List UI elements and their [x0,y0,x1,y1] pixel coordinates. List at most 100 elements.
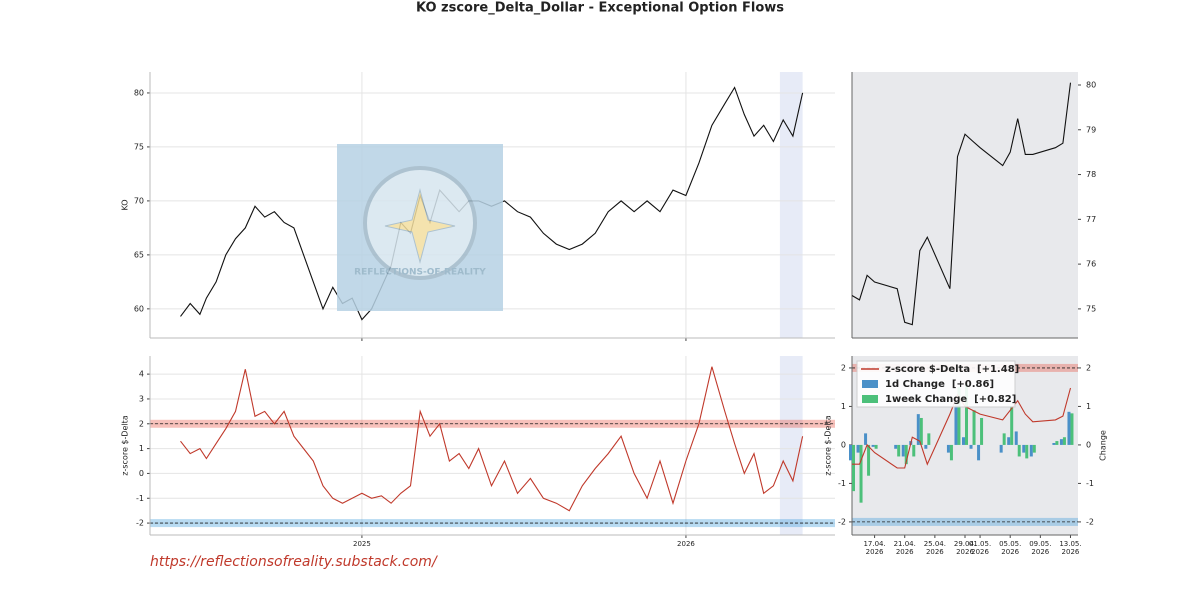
highlight-span [779,72,803,338]
x-tick-label-line: 2026 [1062,548,1080,556]
bar [999,444,1003,453]
bar [977,444,981,461]
plot-background [852,72,1078,338]
x-tick-label-line: 2026 [1001,548,1019,556]
y-tick-label: 1 [841,402,846,411]
legend-swatch [862,395,878,403]
y-tick-label: 77 [1086,215,1096,224]
data-line [180,366,804,512]
bar [1010,406,1014,445]
x-tick-label-line: 2026 [896,548,914,556]
x-tick-label-line: 01.05. [969,540,991,548]
bar [927,433,931,445]
y-tick-label: -1 [838,479,846,488]
y-tick-label: 78 [1086,170,1096,179]
y-tick-label: 4 [139,370,144,379]
bar [1059,439,1063,445]
y-tick-label: 65 [134,250,144,259]
x-tick-label-line: 05.05. [999,540,1021,548]
bar [954,402,958,445]
y-tick-label: 76 [1086,260,1096,269]
bar [1032,444,1036,453]
y-axis-label: KO [121,199,130,210]
y2-tick-label: 0 [1086,440,1091,449]
x-tick-label: 21.04. 2026 [894,540,916,556]
y-tick-label: -2 [136,519,144,528]
bar [972,410,976,445]
bar [1002,433,1006,445]
x-tick-label-line: 09.05. [1029,540,1051,548]
bar [1025,444,1029,459]
x-tick-label-line: 21.04. [894,540,916,548]
bar [1070,413,1074,445]
bar [969,444,973,449]
bar [852,444,855,492]
y-tick-label: 75 [134,142,144,151]
bar [859,444,863,503]
watermark-text: REFLECTIONS-OF-REALITY [354,268,486,278]
bar [962,437,965,445]
x-tick-label: 25.04. 2026 [924,540,946,556]
x-tick-label: 13.05. 2026 [1059,540,1081,556]
legend-label: 1d Change [+0.86] [885,379,994,390]
y-tick-label: 60 [134,304,144,313]
bar [957,387,961,445]
y2-axis-label: Change [1099,430,1108,461]
bar [946,444,950,453]
x-tick-label: 29.04. 2026 [954,540,976,556]
x-tick-label-line: 13.05. [1059,540,1081,548]
bar [1062,437,1066,445]
bar [1007,437,1011,445]
y-tick-label: -2 [838,517,846,526]
x-tick-label-line: 2026 [926,548,944,556]
data-line [851,82,1072,326]
legend-box [856,360,1016,408]
y-tick-label: 75 [1086,304,1096,313]
x-tick-label: 05.05. 2026 [999,540,1021,556]
y-tick-label: 0 [139,469,144,478]
y-tick-label: 2 [841,363,846,372]
bar [965,383,968,445]
y-tick-label: 1 [139,444,144,453]
bar [901,444,905,457]
bar [856,444,860,453]
y-axis-label: z-score $-Delta [121,415,130,476]
footer-link[interactable]: https://reflectionsofreality.substack.co… [150,554,438,570]
bar [1052,442,1056,445]
legend-swatch [862,380,878,388]
x-tick-label-line: 17.04. [863,540,885,548]
y-axis-label: z-score $-Delta [824,415,833,476]
x-tick-label-line: 2026 [866,548,884,556]
y-tick-label: 3 [139,394,144,403]
x-tick-label: 17.04. 2026 [863,540,885,556]
x-tick-label: 2026 [677,540,695,548]
y-tick-label: 80 [1086,80,1096,89]
bar [1014,431,1018,445]
bar [897,444,901,457]
y-tick-label: 79 [1086,125,1096,134]
bar [849,444,852,461]
bar [949,444,953,461]
x-tick-label-line: 2026 [1031,548,1049,556]
bar [919,417,923,445]
watermark-star [384,188,456,264]
chart-title: KO zscore_Delta_Dollar - Exceptional Opt… [416,1,784,16]
x-tick-label-line: 29.04. [954,540,976,548]
y2-tick-label: -2 [1086,517,1094,526]
bar [1029,444,1033,457]
x-tick-label-line: 25.04. [924,540,946,548]
y-tick-label: 2 [139,419,144,428]
watermark: REFLECTIONS-OF-REALITY [337,144,503,311]
bar [867,444,871,476]
y2-tick-label: 1 [1086,402,1091,411]
bar [1022,444,1026,453]
bar [1017,444,1021,457]
bar [904,444,908,465]
bar [916,414,920,445]
x-tick-label: 2025 [353,540,371,548]
bar [1067,411,1071,445]
bar [924,444,928,449]
y-tick-label: 0 [841,440,846,449]
x-tick-label-line: 2026 [956,548,974,556]
